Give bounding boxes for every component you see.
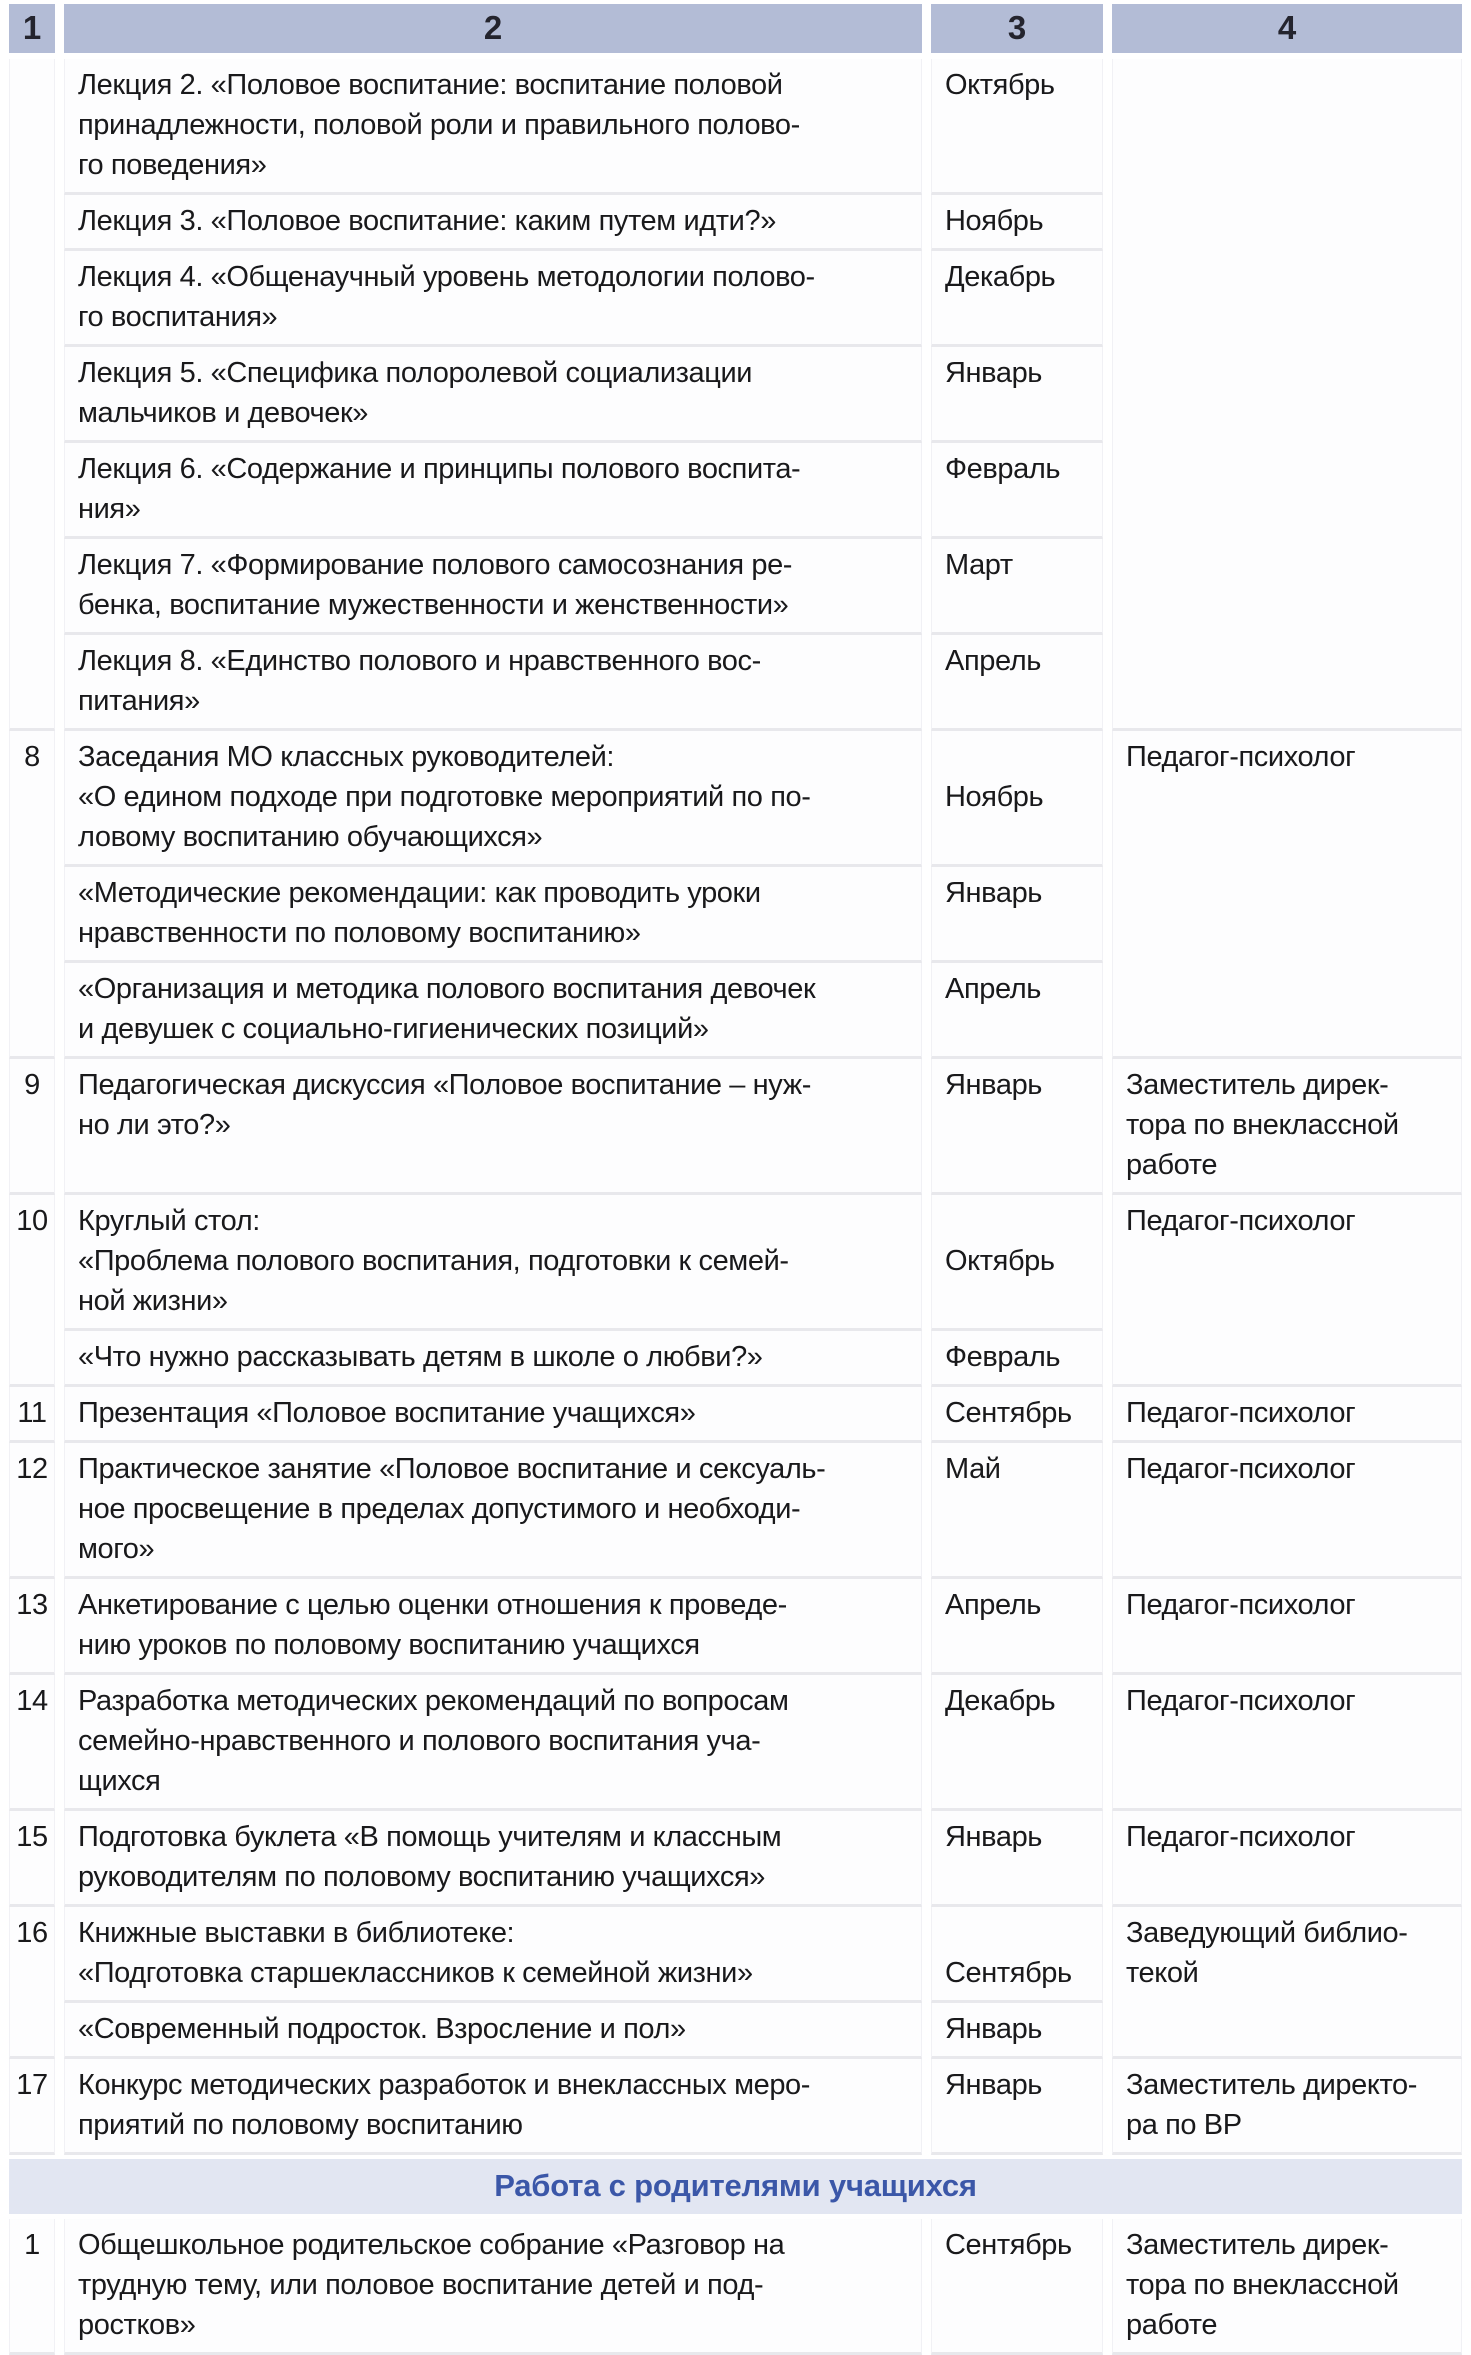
table-row: 14 Разработка методических рекомендаций … [9, 1675, 1462, 1811]
table-row: 10 Круглый стол: «Проблема полового восп… [9, 1195, 1462, 1387]
table-row: 12 Практическое занятие «Половое воспита… [9, 1443, 1462, 1579]
column-header-1: 1 [9, 4, 55, 59]
table-row: 11 Презентация «Половое воспитание учащи… [9, 1387, 1462, 1443]
month-cell: Сентябрь [931, 1387, 1103, 1443]
activity-cell: Лекция 2. «Половое воспитание: воспитани… [64, 59, 922, 195]
responsible-cell: Заведующий библио- текой [1112, 1907, 1462, 2059]
table-row: 17 Конкурс методических разработок и вне… [9, 2059, 1462, 2155]
activity-cell: Конкурс методических разработок и внекла… [64, 2059, 922, 2155]
month-cell: Сентябрь [931, 1907, 1103, 2003]
month-cell: Январь [931, 1059, 1103, 1195]
table-row: Лекция 6. «Содержание и принципы половог… [9, 443, 1462, 539]
month-cell: Февраль [931, 443, 1103, 539]
month-cell: Ноябрь [931, 731, 1103, 867]
activity-cell: Презентация «Половое воспитание учащихся… [64, 1387, 922, 1443]
table-row: Лекция 5. «Специфика полоролевой социали… [9, 347, 1462, 443]
activity-cell: Лекция 7. «Формирование полового самосоз… [64, 539, 922, 635]
activity-cell: Общешкольное родительское собрание «Разг… [64, 2219, 922, 2355]
table-header-row: 1 2 3 4 [9, 4, 1462, 59]
table-row: 13 Анкетирование с целью оценки отношени… [9, 1579, 1462, 1675]
month-cell: Сентябрь [931, 2219, 1103, 2355]
responsible-cell: Педагог-психолог [1112, 1443, 1462, 1579]
row-number-cell: 13 [9, 1579, 55, 1675]
activity-cell: Лекция 3. «Половое воспитание: каким пут… [64, 195, 922, 251]
activity-cell: Книжные выставки в библиотеке: «Подготов… [64, 1907, 922, 2003]
table-row: «Современный подросток. Взросление и пол… [9, 2003, 1462, 2059]
activity-cell: Разработка методических рекомендаций по … [64, 1675, 922, 1811]
activity-cell: Анкетирование с целью оценки отношения к… [64, 1579, 922, 1675]
month-cell: Январь [931, 347, 1103, 443]
row-number-cell: 14 [9, 1675, 55, 1811]
month-cell: Апрель [931, 635, 1103, 731]
activity-cell: Лекция 6. «Содержание и принципы половог… [64, 443, 922, 539]
responsible-cell: Педагог-психолог [1112, 1195, 1462, 1387]
month-cell: Декабрь [931, 251, 1103, 347]
table-row: 9 Педагогическая дискуссия «Половое восп… [9, 1059, 1462, 1195]
table-row: Лекция 4. «Общенаучный уровень методолог… [9, 251, 1462, 347]
activity-cell: «Современный подросток. Взросление и пол… [64, 2003, 922, 2059]
row-number-cell: 12 [9, 1443, 55, 1579]
table-row: 8 Заседания МО классных руководителей: «… [9, 731, 1462, 1059]
row-number-cell [9, 59, 55, 731]
month-cell: Февраль [931, 1331, 1103, 1387]
table-row: Лекция 2. «Половое воспитание: воспитани… [9, 59, 1462, 731]
schedule-table: 1 2 3 4 Лекция 2. «Половое воспитание: в… [0, 4, 1471, 2355]
month-cell: Декабрь [931, 1675, 1103, 1811]
activity-cell: Педагогическая дискуссия «Половое воспит… [64, 1059, 922, 1195]
table-row: 1 Общешкольное родительское собрание «Ра… [9, 2219, 1462, 2355]
responsible-cell: Педагог-психолог [1112, 1579, 1462, 1675]
table-row: 15 Подготовка буклета «В помощь учителям… [9, 1811, 1462, 1907]
row-number-cell: 10 [9, 1195, 55, 1387]
activity-cell: Практическое занятие «Половое воспитание… [64, 1443, 922, 1579]
month-cell: Апрель [931, 1579, 1103, 1675]
table-row: 16 Книжные выставки в библиотеке: «Подго… [9, 1907, 1462, 2059]
responsible-cell [1112, 59, 1462, 731]
activity-cell: «Организация и методика полового воспита… [64, 963, 922, 1059]
table-row: «Организация и методика полового воспита… [9, 963, 1462, 1059]
responsible-cell: Педагог-психолог [1112, 1387, 1462, 1443]
table-row: Лекция 3. «Половое воспитание: каким пут… [9, 195, 1462, 251]
responsible-cell: Педагог-психолог [1112, 1675, 1462, 1811]
month-cell: Апрель [931, 963, 1103, 1059]
table-row: Лекция 8. «Единство полового и нравствен… [9, 635, 1462, 731]
table-row: «Что нужно рассказывать детям в школе о … [9, 1331, 1462, 1387]
row-number-cell: 11 [9, 1387, 55, 1443]
month-cell: Май [931, 1443, 1103, 1579]
month-cell: Январь [931, 1811, 1103, 1907]
row-number-cell: 9 [9, 1059, 55, 1195]
activity-cell: Лекция 5. «Специфика полоролевой социали… [64, 347, 922, 443]
activity-cell: «Что нужно рассказывать детям в школе о … [64, 1331, 922, 1387]
month-cell: Октябрь [931, 59, 1103, 195]
section-title: Работа с родителями учащихся [9, 2155, 1462, 2219]
responsible-cell: Педагог-психолог [1112, 1811, 1462, 1907]
activity-cell: Лекция 8. «Единство полового и нравствен… [64, 635, 922, 731]
responsible-cell: Заместитель дирек- тора по внеклассной р… [1112, 1059, 1462, 1195]
row-number-cell: 16 [9, 1907, 55, 2059]
activity-cell: Подготовка буклета «В помощь учителям и … [64, 1811, 922, 1907]
row-number-cell: 8 [9, 731, 55, 1059]
column-header-2: 2 [64, 4, 922, 59]
month-cell: Март [931, 539, 1103, 635]
activity-cell: Круглый стол: «Проблема полового воспита… [64, 1195, 922, 1331]
responsible-cell: Заместитель директо- ра по ВР [1112, 2059, 1462, 2155]
column-header-3: 3 [931, 4, 1103, 59]
activity-cell: Лекция 4. «Общенаучный уровень методолог… [64, 251, 922, 347]
table-row: «Методические рекомендации: как проводит… [9, 867, 1462, 963]
activity-cell: Заседания МО классных руководителей: «О … [64, 731, 922, 867]
row-number-cell: 17 [9, 2059, 55, 2155]
month-cell: Ноябрь [931, 195, 1103, 251]
section-header-row: Работа с родителями учащихся [9, 2155, 1462, 2219]
activity-cell: «Методические рекомендации: как проводит… [64, 867, 922, 963]
column-header-4: 4 [1112, 4, 1462, 59]
row-number-cell: 15 [9, 1811, 55, 1907]
month-cell: Январь [931, 867, 1103, 963]
month-cell: Октябрь [931, 1195, 1103, 1331]
table-row: Лекция 7. «Формирование полового самосоз… [9, 539, 1462, 635]
responsible-cell: Педагог-психолог [1112, 731, 1462, 1059]
month-cell: Январь [931, 2003, 1103, 2059]
responsible-cell: Заместитель дирек- тора по внеклассной р… [1112, 2219, 1462, 2355]
row-number-cell: 1 [9, 2219, 55, 2355]
month-cell: Январь [931, 2059, 1103, 2155]
